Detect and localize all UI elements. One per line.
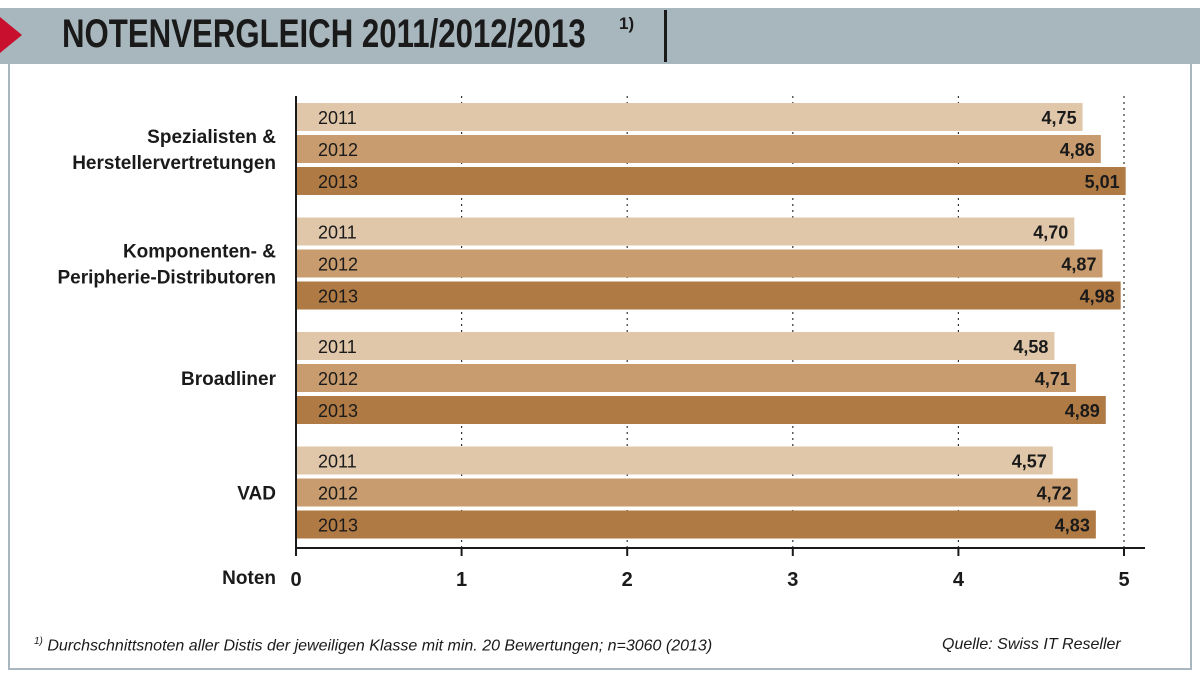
category-label: VAD bbox=[237, 484, 276, 505]
bar bbox=[296, 478, 1078, 507]
category-label: Broadliner bbox=[181, 369, 277, 390]
bar-value-label: 4,58 bbox=[1013, 337, 1048, 357]
bar-series-label: 2012 bbox=[318, 369, 358, 389]
bar-series-label: 2011 bbox=[318, 223, 357, 243]
bar bbox=[296, 281, 1121, 310]
bar bbox=[296, 396, 1106, 424]
footnote-marker: 1) bbox=[34, 636, 43, 647]
title-footnote-marker: 1) bbox=[619, 14, 635, 33]
bar-series-label: 2013 bbox=[318, 287, 358, 307]
bar-series-label: 2011 bbox=[318, 108, 357, 128]
bar-series-label: 2012 bbox=[318, 484, 358, 504]
bar-value-label: 4,89 bbox=[1065, 401, 1100, 421]
bar bbox=[296, 510, 1096, 539]
bar-series-label: 2012 bbox=[318, 140, 358, 160]
header-bar bbox=[0, 8, 1200, 64]
x-tick-label: 3 bbox=[787, 569, 798, 591]
bar-value-label: 4,75 bbox=[1042, 108, 1077, 128]
bar-value-label: 5,01 bbox=[1085, 172, 1120, 192]
bar-series-label: 2011 bbox=[318, 337, 357, 357]
bar bbox=[296, 167, 1126, 195]
header-divider bbox=[664, 10, 667, 62]
bar-value-label: 4,71 bbox=[1035, 369, 1070, 389]
bar bbox=[296, 249, 1103, 278]
category-label: Herstellervertretungen bbox=[72, 153, 276, 174]
header-arrow-icon bbox=[0, 17, 22, 53]
chart-title: NOTENVERGLEICH 2011/2012/2013 bbox=[62, 12, 586, 56]
bar-value-label: 4,83 bbox=[1055, 516, 1090, 536]
bar bbox=[296, 332, 1055, 360]
bar-value-label: 4,72 bbox=[1037, 484, 1072, 504]
bar-value-label: 4,87 bbox=[1061, 255, 1096, 275]
bar-value-label: 4,98 bbox=[1080, 287, 1115, 307]
x-tick-label: 1 bbox=[456, 569, 467, 591]
bar bbox=[296, 103, 1083, 131]
bar bbox=[296, 364, 1076, 392]
category-label: Komponenten- & bbox=[123, 242, 276, 263]
bar-series-label: 2011 bbox=[318, 452, 357, 472]
footnote-text: Durchschnittsnoten aller Distis der jewe… bbox=[42, 637, 713, 655]
source-credit: Quelle: Swiss IT Reseller bbox=[942, 636, 1121, 653]
bar-value-label: 4,86 bbox=[1060, 140, 1095, 160]
bar bbox=[296, 135, 1101, 163]
x-tick-label: 2 bbox=[622, 569, 633, 591]
bar-value-label: 4,70 bbox=[1033, 223, 1068, 243]
bar-value-label: 4,57 bbox=[1012, 452, 1047, 472]
x-tick-label: 5 bbox=[1118, 569, 1129, 591]
category-label: Spezialisten & bbox=[147, 127, 276, 148]
x-tick-label: 4 bbox=[953, 569, 965, 591]
footnote: 1) Durchschnittsnoten aller Distis der j… bbox=[34, 636, 712, 655]
bar-series-label: 2013 bbox=[318, 401, 358, 421]
x-tick-label: 0 bbox=[290, 569, 301, 591]
category-label: Peripherie-Distributoren bbox=[57, 268, 276, 289]
bar bbox=[296, 217, 1075, 246]
bar-series-label: 2012 bbox=[318, 255, 358, 275]
bar-series-label: 2013 bbox=[318, 516, 358, 536]
bar-series-label: 2013 bbox=[318, 172, 358, 192]
x-axis-title: Noten bbox=[222, 568, 276, 589]
bar bbox=[296, 446, 1053, 475]
